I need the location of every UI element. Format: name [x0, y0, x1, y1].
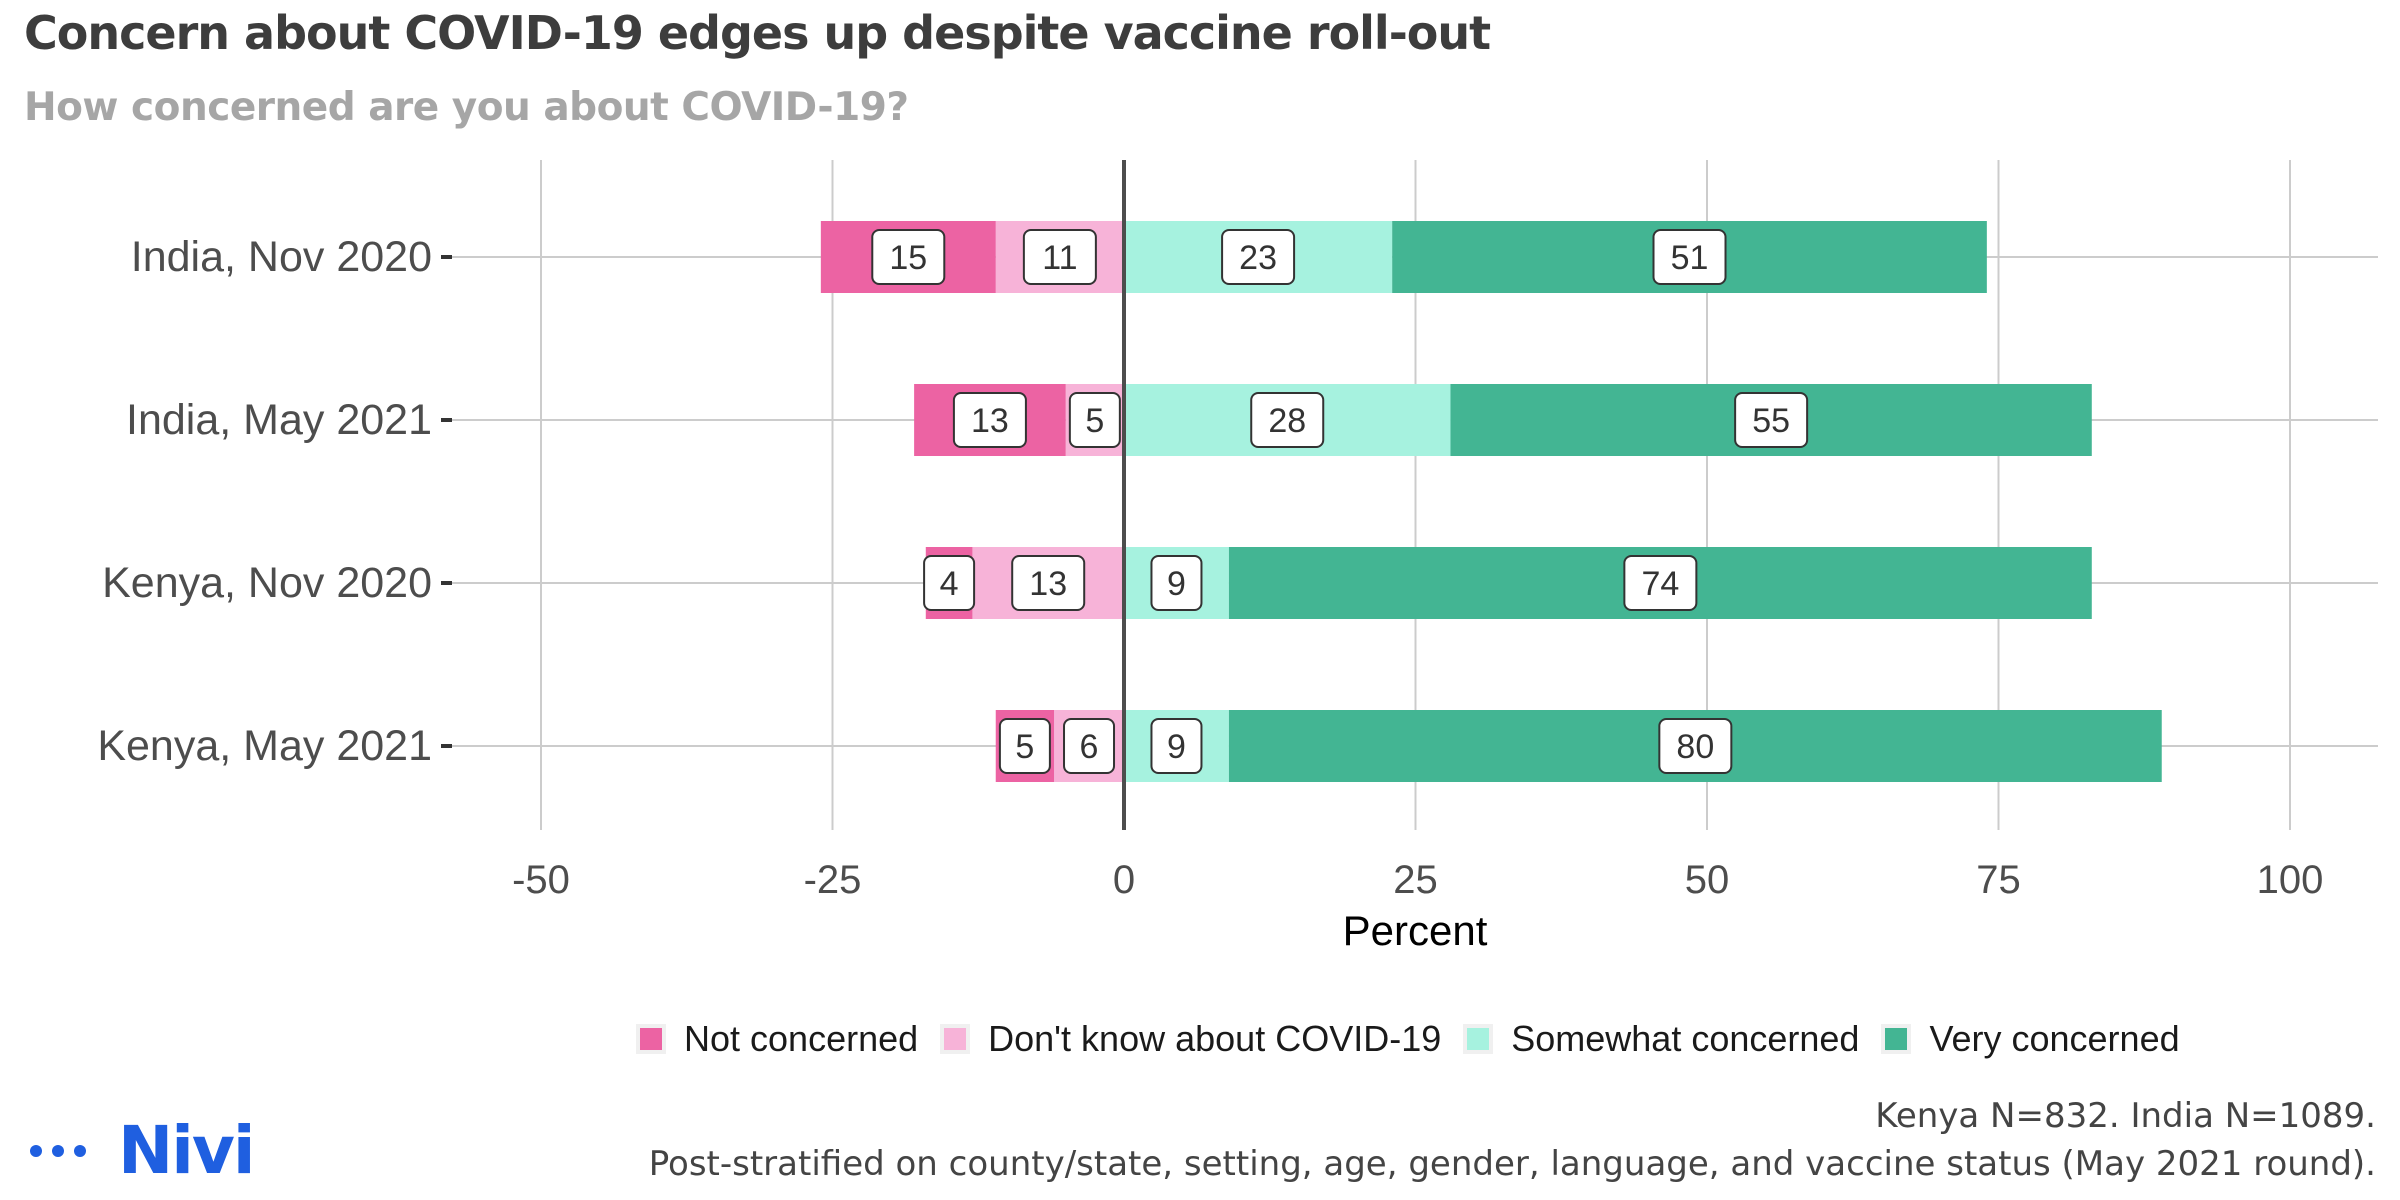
data-label-box — [923, 555, 976, 611]
data-label: 13 — [1029, 565, 1067, 603]
data-label: 5 — [1085, 402, 1104, 440]
logo-dots-icon — [30, 1145, 96, 1157]
data-label-box — [1658, 718, 1733, 774]
nivi-logo: Nivi — [30, 1112, 256, 1189]
data-label: 15 — [889, 239, 927, 277]
legend-label: Not concerned — [684, 1018, 919, 1059]
data-label: 28 — [1268, 402, 1306, 440]
data-label: 51 — [1671, 239, 1709, 277]
legend-item: Somewhat concerned — [1463, 1018, 1860, 1060]
data-label-box — [1652, 229, 1727, 285]
caption-methodology: Post-stratified on county/state, setting… — [648, 1144, 2376, 1184]
data-label: 80 — [1676, 728, 1714, 766]
data-label-box — [871, 229, 946, 285]
x-tick-label: 100 — [2257, 858, 2324, 902]
data-label-box — [1150, 718, 1203, 774]
data-label: 23 — [1239, 239, 1277, 277]
logo-text: Nivi — [118, 1112, 256, 1189]
legend-label: Don't know about COVID-19 — [988, 1018, 1442, 1059]
bars — [820, 221, 2162, 782]
x-tick-label: 50 — [1685, 858, 1730, 902]
data-labels: 11 15 23 51 5 13 28 55 13 4 9 74 6 5 9 80 — [871, 229, 1809, 774]
data-label: 4 — [940, 565, 959, 603]
data-label: 55 — [1752, 402, 1790, 440]
data-label-box — [1150, 555, 1203, 611]
data-label-box — [1250, 392, 1325, 448]
data-label: 5 — [1015, 728, 1034, 766]
legend-item: Don't know about COVID-19 — [940, 1018, 1442, 1060]
legend-item: Not concerned — [636, 1018, 919, 1060]
data-label-box — [1734, 392, 1809, 448]
data-label: 9 — [1167, 565, 1186, 603]
data-label-box — [1068, 392, 1121, 448]
y-category-label: Kenya, May 2021 — [97, 722, 432, 770]
data-label-box — [1022, 229, 1097, 285]
legend-label: Somewhat concerned — [1511, 1018, 1860, 1059]
legend-swatch — [1463, 1024, 1494, 1054]
data-label: 6 — [1080, 728, 1099, 766]
caption-sample-size: Kenya N=832. India N=1089. — [1875, 1096, 2376, 1136]
axes: -50 -25 0 25 50 75 100 India, Nov 2020 India, Ma… — [97, 233, 2323, 902]
y-category-label: Kenya, Nov 2020 — [102, 559, 432, 607]
legend-swatch — [940, 1024, 971, 1054]
x-tick-label: 0 — [1113, 858, 1135, 902]
x-tick-label: -50 — [512, 858, 570, 902]
data-label: 74 — [1641, 565, 1679, 603]
x-tick-label: 25 — [1393, 858, 1438, 902]
y-category-label: India, Nov 2020 — [131, 233, 432, 281]
data-label: 13 — [971, 402, 1009, 440]
data-label: 11 — [1042, 239, 1077, 277]
data-label-box — [1011, 555, 1086, 611]
caption: Kenya N=832. India N=1089. Post-stratifi… — [649, 1092, 2376, 1188]
legend-swatch — [1881, 1024, 1912, 1054]
legend: Not concerned Don't know about COVID-19 So… — [636, 1018, 2206, 1060]
legend-item: Very concerned — [1881, 1018, 2180, 1060]
data-label: 9 — [1167, 728, 1186, 766]
data-label-box — [1623, 555, 1698, 611]
y-category-label: India, May 2021 — [126, 396, 432, 444]
legend-label: Very concerned — [1929, 1018, 2180, 1059]
data-label-box — [952, 392, 1027, 448]
legend-swatch — [636, 1024, 666, 1054]
chart-subtitle: How concerned are you about COVID-19? — [24, 85, 909, 130]
chart-title: Concern about COVID-19 edges up despite … — [24, 6, 1491, 60]
data-label-box — [998, 718, 1051, 774]
diverging-bar-chart: 11 15 23 51 5 13 28 55 13 4 9 74 6 5 9 80 -50 -25 0 25 50 75… — [97, 160, 2378, 954]
x-tick-label: -25 — [804, 858, 862, 902]
data-label-box — [1221, 229, 1296, 285]
data-label-box — [1063, 718, 1116, 774]
x-tick-label: 75 — [1976, 858, 2021, 902]
x-axis-title: Percent — [1343, 907, 1488, 954]
